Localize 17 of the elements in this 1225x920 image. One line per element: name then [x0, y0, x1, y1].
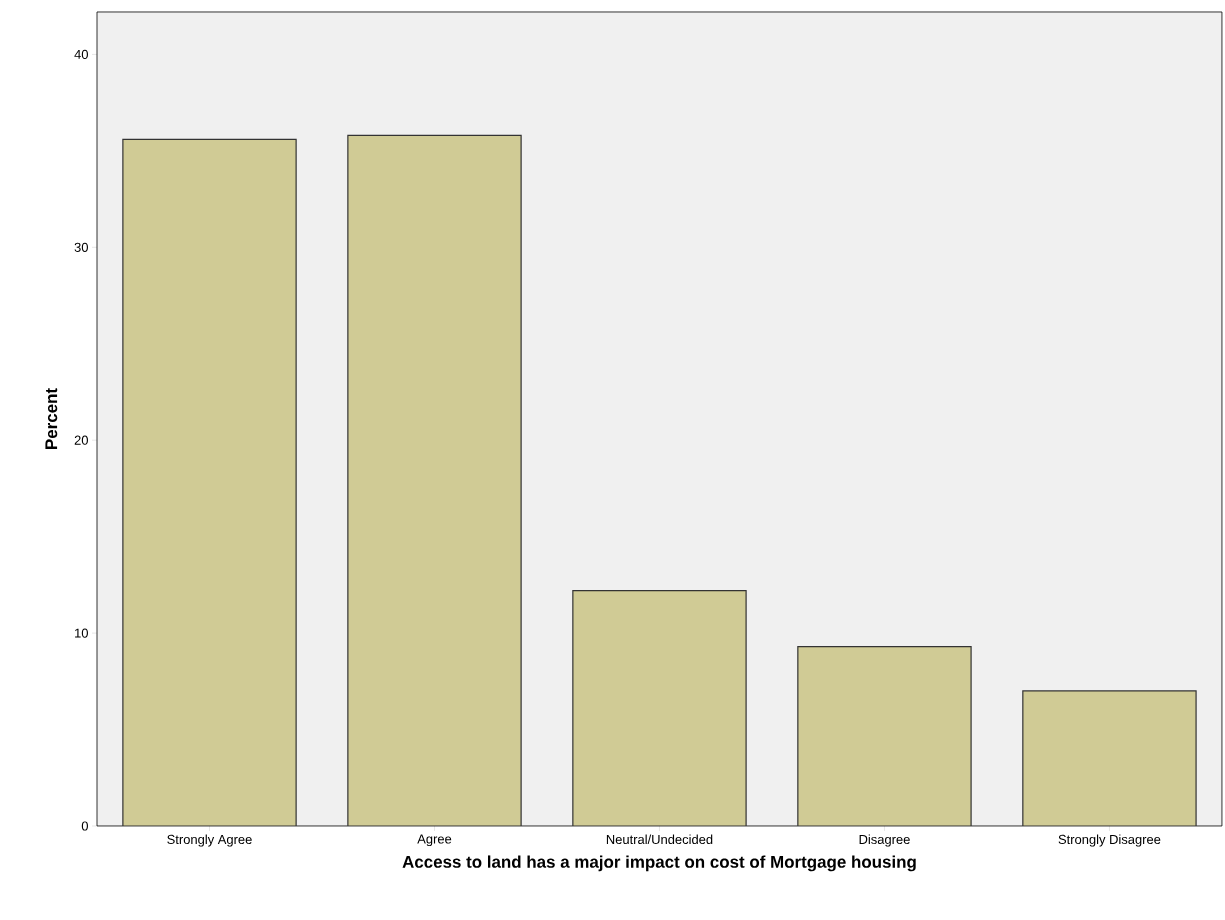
y-tick-label: 40: [74, 49, 88, 59]
bar: [347, 134, 522, 826]
x-tick-label: Neutral/Undecided: [606, 834, 713, 845]
y-tick-label: 0: [81, 821, 88, 831]
x-tick-label: Strongly Disagree: [1058, 834, 1161, 847]
y-tick-label: 30: [74, 242, 88, 252]
bar: [572, 590, 747, 826]
x-tick-label: Strongly Agree: [167, 834, 252, 847]
x-tick-label: Agree: [417, 834, 452, 847]
bar: [797, 645, 972, 826]
x-tick-label: Disagree: [859, 834, 910, 847]
y-tick-label: 20: [74, 435, 88, 445]
y-axis-title: Percent: [45, 388, 58, 449]
x-axis-title: Access to land has a major impact on cost of Mortgage housing: [402, 855, 916, 872]
bar: [1022, 690, 1197, 826]
bar: [122, 139, 297, 826]
y-tick-label: 10: [75, 628, 88, 638]
